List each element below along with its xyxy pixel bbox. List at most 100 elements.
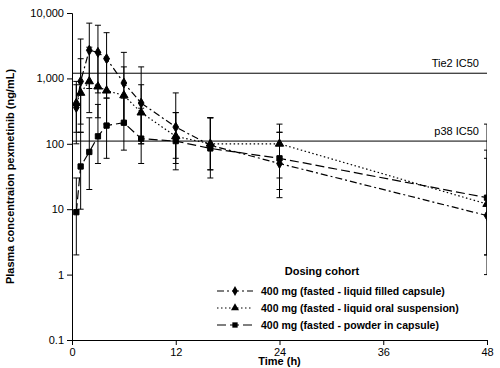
data-point [95, 134, 100, 139]
legend-item: 400 mg (fasted - liquid filled capsule) [217, 285, 445, 297]
error-bar-cap [104, 32, 110, 33]
error-bar-cap [484, 254, 487, 255]
error-bar-cap [73, 177, 79, 178]
x-tick: 36 [378, 340, 390, 358]
data-point [74, 210, 79, 215]
data-point [85, 77, 93, 84]
error-bar-stem [76, 178, 77, 255]
x-tick-mark [487, 340, 488, 345]
error-bar-cap [104, 98, 110, 99]
y-tick-mark [67, 340, 72, 341]
error-bar-cap [86, 23, 92, 24]
error-bar [173, 113, 179, 170]
y-tick: 100 [46, 138, 72, 150]
plot: 0122436480.11101001,00010,000Tie2 IC50p3… [30, 7, 493, 358]
y-tick-mark [67, 13, 72, 14]
error-bar [86, 118, 92, 190]
error-bar-cap [104, 158, 110, 159]
reference-line [72, 73, 487, 74]
x-tick-label: 0 [69, 346, 75, 358]
error-bar-cap [78, 58, 84, 59]
error-bar-cap [277, 189, 283, 190]
error-bar [121, 98, 127, 150]
error-bar-cap [207, 117, 213, 118]
error-bar-cap [86, 112, 92, 113]
error-bar-cap [138, 84, 144, 85]
y-tick: 1,000 [36, 72, 72, 84]
legend-label: 400 mg (fasted - liquid oral suspension) [261, 302, 459, 314]
error-bar [95, 104, 101, 163]
y-axis-line [67, 14, 73, 341]
data-point [76, 88, 84, 95]
y-tick: 0.1 [49, 334, 72, 346]
error-bar-cap [73, 143, 79, 144]
data-point [94, 82, 102, 89]
error-bar-cap [78, 132, 84, 133]
data-point [72, 98, 80, 105]
y-tick-label: 10 [52, 203, 64, 215]
error-bar [138, 108, 144, 163]
error-bar-cap [277, 132, 283, 133]
error-bar-cap [484, 124, 487, 125]
error-bar-cap [121, 98, 127, 99]
y-tick-mark [67, 144, 72, 145]
y-tick-label: 100 [46, 138, 64, 150]
data-point [484, 195, 487, 200]
error-bar-cap [173, 112, 179, 113]
error-bar-cap [277, 132, 283, 133]
data-point [277, 156, 282, 161]
error-bar [104, 98, 110, 158]
error-bar-cap [78, 132, 84, 133]
error-bar-cap [138, 66, 144, 67]
error-bar-cap [73, 254, 79, 255]
data-point [208, 146, 213, 151]
y-tick: 10 [52, 203, 72, 215]
error-bar-cap [207, 177, 213, 178]
error-bar-cap [95, 52, 101, 53]
y-axis-title: Plasma concentraion pexmetinib (ng/mL) [4, 69, 16, 284]
y-tick-mark [67, 275, 72, 276]
error-bar-cap [78, 39, 84, 40]
legend-swatch-marker [232, 286, 238, 296]
series-line [76, 123, 487, 212]
data-point [78, 164, 83, 169]
legend-title: Dosing cohort [285, 265, 360, 277]
x-axis-title: Time (h) [258, 355, 301, 367]
y-tick-label: 1 [58, 269, 64, 281]
error-bar-stem [279, 132, 280, 197]
data-point [139, 136, 144, 141]
x-tick-label: 12 [170, 346, 182, 358]
error-bar-cap [138, 163, 144, 164]
error-bar-cap [207, 117, 213, 118]
error-bar [73, 178, 79, 255]
chart: 0122436480.11101001,00010,000Tie2 IC50p3… [0, 0, 500, 368]
series-line [76, 50, 487, 215]
error-bar-cap [73, 81, 79, 82]
x-tick-label: 48 [481, 346, 493, 358]
error-bar-cap [86, 47, 92, 48]
y-axis: 0.1 1 10 100 1,000 10,000 [30, 7, 72, 346]
data-point [121, 120, 126, 125]
data-point [102, 86, 110, 93]
error-bar-cap [95, 163, 101, 164]
data-area [72, 23, 487, 274]
y-tick-label: 1,000 [36, 72, 64, 84]
y-tick: 10,000 [30, 7, 72, 19]
legend-swatch-marker [232, 322, 237, 327]
legend: Dosing cohort 400 mg (fasted - liquid fil… [217, 265, 459, 331]
error-bar-cap [95, 25, 101, 26]
legend-label: 400 mg (fasted - liquid filled capsule) [261, 285, 445, 297]
error-bar-cap [104, 98, 110, 99]
legend-item: 400 mg (fasted - liquid oral suspension) [217, 302, 459, 314]
error-bar [207, 118, 213, 178]
error-bar-cap [121, 66, 127, 67]
x-tick-label: 36 [378, 346, 390, 358]
x-tick: 48 [481, 340, 493, 358]
error-bar-cap [104, 58, 110, 59]
error-bar-cap [277, 124, 283, 125]
legend-label: 400 mg (fasted - powder in capsule) [261, 319, 439, 331]
error-bar-cap [484, 254, 487, 255]
x-axis-line [73, 341, 488, 346]
error-bar-cap [95, 104, 101, 105]
legend-swatch-marker [231, 303, 239, 310]
